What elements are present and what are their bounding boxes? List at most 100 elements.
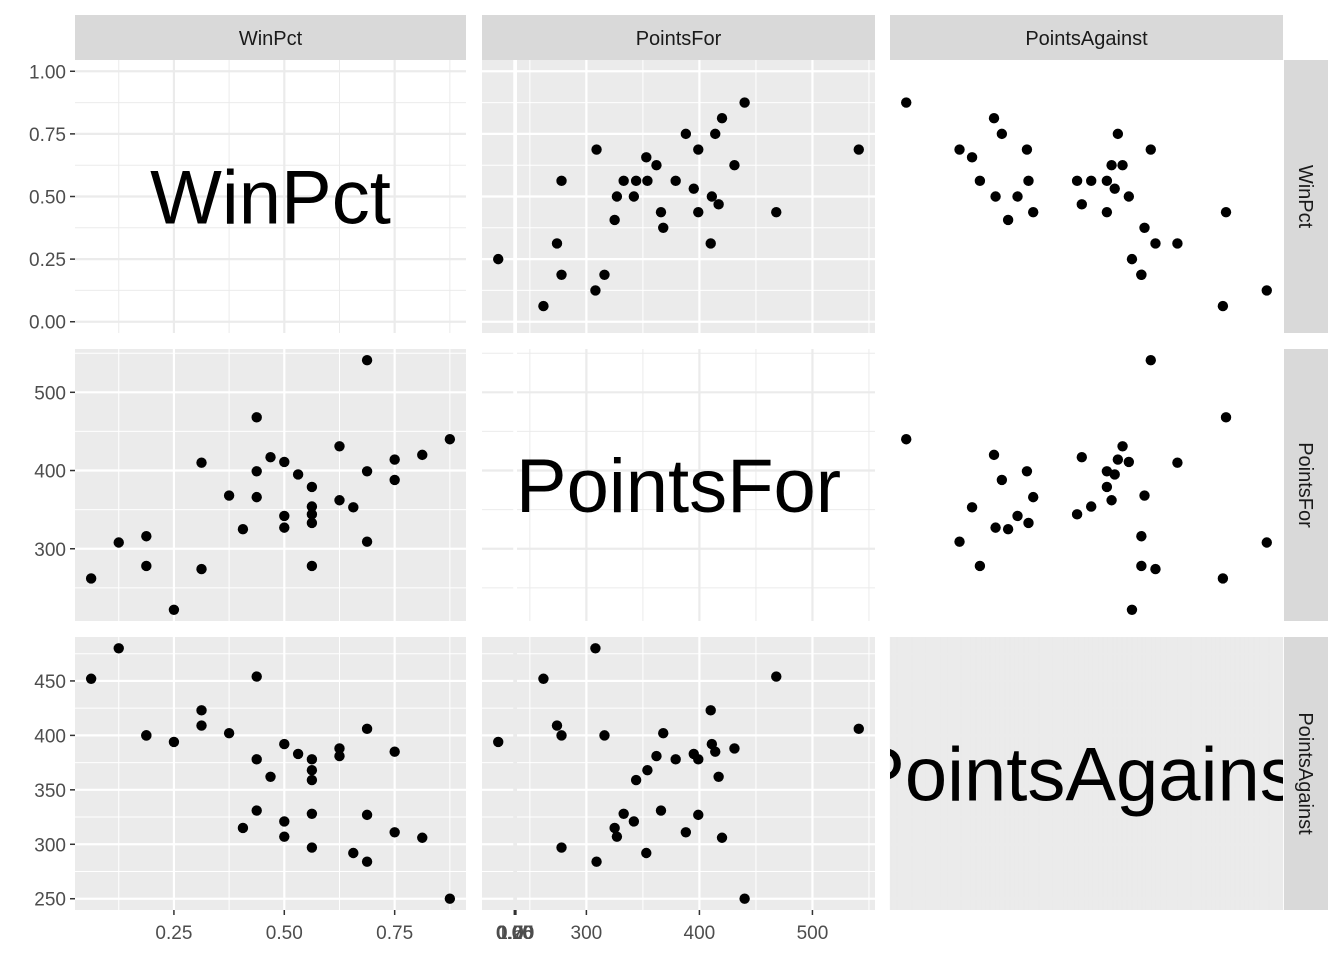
data-point <box>1076 199 1087 210</box>
data-point <box>1123 456 1135 468</box>
data-point <box>1172 457 1183 468</box>
row-strip-points-for <box>1284 349 1328 621</box>
column-strip-label: PointsFor <box>636 28 722 50</box>
data-point <box>1145 144 1156 155</box>
data-point <box>251 491 262 503</box>
x-tick-label: 0.25 <box>155 923 192 944</box>
panel-background <box>482 637 875 910</box>
data-point <box>630 175 642 187</box>
data-point <box>1101 481 1113 493</box>
data-point <box>1021 466 1033 477</box>
data-point <box>1109 183 1120 194</box>
data-point <box>901 97 912 108</box>
data-point <box>306 774 318 786</box>
diagonal-variable-label: PointsAgainst <box>854 733 1319 818</box>
data-point <box>168 736 180 748</box>
data-point <box>688 748 699 760</box>
x-tick-label: 0.25 <box>496 923 533 944</box>
data-point <box>361 723 373 735</box>
data-point <box>85 673 97 684</box>
y-tick-label: 350 <box>34 781 66 802</box>
data-point <box>417 832 428 843</box>
data-point <box>688 183 699 194</box>
x-tick-label: 500 <box>797 923 829 944</box>
data-point <box>1117 159 1128 171</box>
data-point <box>361 466 373 477</box>
data-point <box>196 563 207 575</box>
data-point <box>1126 604 1138 615</box>
data-point <box>306 765 318 776</box>
data-point <box>710 746 721 757</box>
data-point <box>265 771 276 782</box>
data-point <box>641 152 652 163</box>
data-point <box>705 705 716 716</box>
data-point <box>334 441 345 452</box>
data-point <box>1071 175 1083 187</box>
data-point <box>223 490 235 501</box>
data-point <box>651 750 662 762</box>
data-point <box>1023 175 1034 187</box>
y-tick-label: 1.00 <box>29 62 66 83</box>
data-point <box>1021 144 1033 155</box>
data-point <box>196 457 207 468</box>
row-strip-win-pct <box>1284 60 1328 333</box>
data-point <box>265 452 276 463</box>
data-point <box>538 673 549 684</box>
data-point <box>279 522 290 533</box>
data-point <box>954 144 965 155</box>
data-point <box>1012 510 1023 522</box>
data-point <box>713 771 724 782</box>
panel-background <box>482 349 875 621</box>
data-point <box>1117 441 1128 452</box>
data-point <box>334 743 345 754</box>
data-point <box>996 128 1008 140</box>
diagonal-panel-points-against: PointsAgainst <box>513 637 1319 910</box>
data-point <box>444 434 456 445</box>
y-tick-label: 0.00 <box>29 313 66 334</box>
data-point <box>988 113 1000 124</box>
data-point <box>306 481 318 493</box>
data-point <box>141 730 152 741</box>
scatter-panel-points-for-vs-win-pct <box>75 349 466 621</box>
data-point <box>739 97 750 108</box>
data-point <box>1217 300 1229 312</box>
data-point <box>196 720 207 731</box>
diagonal-variable-label: PointsFor <box>516 444 841 529</box>
data-point <box>251 671 262 682</box>
data-point <box>1028 491 1039 503</box>
data-point <box>996 474 1008 486</box>
data-point <box>591 856 602 867</box>
data-point <box>1106 159 1117 171</box>
x-tick-label: 400 <box>684 923 716 944</box>
data-point <box>1172 238 1183 249</box>
data-point <box>493 736 504 748</box>
data-point <box>223 728 235 739</box>
panel-background <box>75 349 466 621</box>
data-point <box>141 531 152 542</box>
data-point <box>705 238 716 249</box>
data-point <box>538 300 549 312</box>
data-point <box>670 754 681 765</box>
data-point <box>551 720 563 731</box>
x-tick-label: 300 <box>571 923 603 944</box>
data-point <box>1126 253 1138 265</box>
data-point <box>85 573 97 584</box>
data-point <box>599 269 610 280</box>
data-point <box>279 831 290 842</box>
data-point <box>1086 501 1097 512</box>
data-point <box>655 805 667 816</box>
data-point <box>611 191 623 202</box>
data-point <box>556 269 567 280</box>
diagonal-variable-label: WinPct <box>150 156 391 241</box>
data-point <box>389 454 400 465</box>
data-point <box>168 604 180 615</box>
data-point <box>974 175 986 187</box>
data-point <box>279 738 290 750</box>
data-point <box>113 537 124 548</box>
data-point <box>739 893 750 904</box>
data-point <box>556 175 567 187</box>
data-point <box>1150 563 1161 575</box>
data-point <box>1220 412 1232 423</box>
row-strip-label: WinPct <box>1294 165 1316 229</box>
